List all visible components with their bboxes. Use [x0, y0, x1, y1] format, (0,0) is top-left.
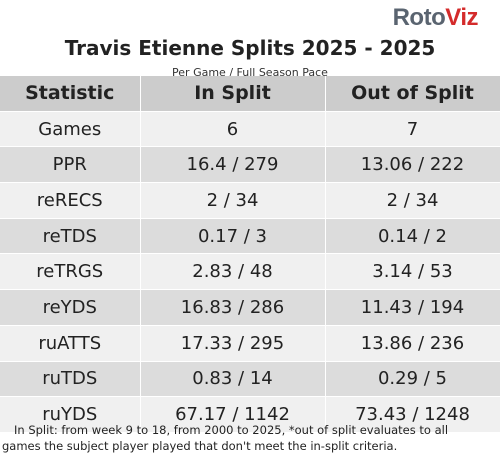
in-split-value: 2 / 34 [140, 182, 326, 219]
page-subtitle: Per Game / Full Season Pace [172, 66, 328, 79]
table-row: PPR 16.4 / 279 13.06 / 222 [0, 146, 500, 184]
logo-part-1: Roto [392, 4, 446, 31]
header-out-of-split: Out of Split [325, 76, 500, 112]
splits-table: Statistic In Split Out of Split Games 6 … [0, 76, 500, 433]
out-split-value: 11.43 / 194 [325, 289, 500, 326]
out-split-value: 13.86 / 236 [325, 325, 500, 362]
logo-part-2: Viz [445, 4, 478, 31]
header-statistic: Statistic [0, 76, 141, 112]
table-row: ruATTS 17.33 / 295 13.86 / 236 [0, 325, 500, 362]
table-row: reTRGS 2.83 / 48 3.14 / 53 [0, 253, 500, 291]
in-split-value: 67.17 / 1142 [140, 396, 326, 433]
out-split-value: 2 / 34 [325, 182, 500, 219]
in-split-value: 6 [140, 111, 326, 148]
stat-name: reTDS [0, 218, 141, 255]
page-title: Travis Etienne Splits 2025 - 2025 [64, 36, 436, 60]
table-header-row: Statistic In Split Out of Split [0, 76, 500, 112]
stat-name: ruTDS [0, 361, 141, 398]
in-split-value: 17.33 / 295 [140, 325, 326, 362]
table-row: Games 6 7 [0, 111, 500, 148]
footnote-line-2: games the subject player played that don… [2, 439, 398, 453]
header-in-split: In Split [140, 76, 326, 112]
in-split-value: 2.83 / 48 [140, 253, 326, 291]
out-split-value: 3.14 / 53 [325, 253, 500, 291]
stat-name: reYDS [0, 289, 141, 326]
out-split-value: 0.14 / 2 [325, 218, 500, 255]
in-split-value: 16.4 / 279 [140, 146, 326, 184]
out-split-value: 0.29 / 5 [325, 361, 500, 398]
footnote: In Split: from week 9 to 18, from 2000 t… [2, 422, 494, 454]
stat-name: Games [0, 111, 141, 148]
stat-name: ruATTS [0, 325, 141, 362]
stat-name: ruYDS [0, 396, 141, 433]
table-row: reRECS 2 / 34 2 / 34 [0, 182, 500, 219]
table-row: reYDS 16.83 / 286 11.43 / 194 [0, 289, 500, 326]
in-split-value: 0.17 / 3 [140, 218, 326, 255]
table-row: ruTDS 0.83 / 14 0.29 / 5 [0, 361, 500, 398]
table-row: reTDS 0.17 / 3 0.14 / 2 [0, 218, 500, 255]
table-row: ruYDS 67.17 / 1142 73.43 / 1248 [0, 396, 500, 433]
in-split-value: 0.83 / 14 [140, 361, 326, 398]
stat-name: reRECS [0, 182, 141, 219]
in-split-value: 16.83 / 286 [140, 289, 326, 326]
out-split-value: 7 [325, 111, 500, 148]
out-split-value: 73.43 / 1248 [325, 396, 500, 433]
rotoviz-logo: RotoViz [392, 4, 479, 32]
stat-name: reTRGS [0, 253, 141, 291]
stat-name: PPR [0, 146, 141, 184]
out-split-value: 13.06 / 222 [325, 146, 500, 184]
footnote-line-1: In Split: from week 9 to 18, from 2000 t… [14, 423, 449, 437]
